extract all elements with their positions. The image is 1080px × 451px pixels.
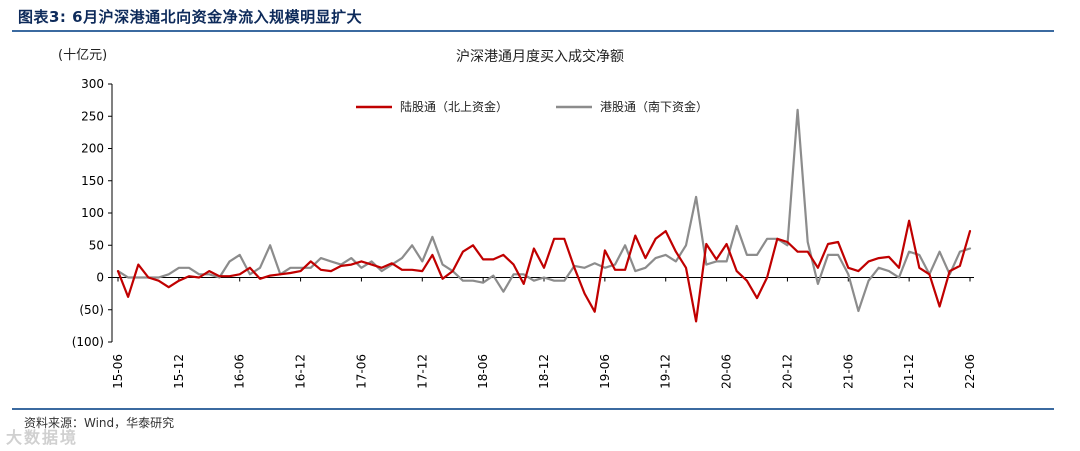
y-unit-label: (十亿元)	[58, 48, 108, 63]
y-tick-label: 200	[81, 142, 104, 156]
legend-label-north: 陆股通（北上资金）	[400, 99, 508, 114]
x-tick-label: 19-12	[659, 354, 673, 389]
x-tick-label: 15-06	[111, 354, 125, 389]
bottom-rule	[12, 408, 1054, 410]
y-tick-label: (50)	[79, 303, 104, 317]
y-tick-label: 250	[81, 109, 104, 123]
y-tick-label: 300	[81, 77, 104, 91]
x-tick-label: 20-12	[780, 354, 794, 389]
series-line-north	[116, 219, 972, 323]
x-tick-label: 20-06	[720, 354, 734, 389]
y-tick-label: (100)	[72, 335, 104, 349]
x-tick-label: 22-06	[963, 354, 977, 389]
x-tick-label: 21-12	[902, 354, 916, 389]
top-rule	[12, 30, 1054, 32]
x-tick-label: 15-12	[172, 354, 186, 389]
x-tick-label: 16-06	[233, 354, 247, 389]
y-tick-label: 100	[81, 206, 104, 220]
chart-title: 沪深港通月度买入成交净额	[456, 49, 624, 65]
x-tick-label: 16-12	[294, 354, 308, 389]
y-tick-label: 50	[89, 238, 104, 252]
figure-title: 图表3: 6月沪深港通北向资金净流入规模明显扩大	[18, 8, 363, 26]
x-tick-label: 17-06	[354, 354, 368, 389]
y-tick-label: 150	[81, 174, 104, 188]
watermark: 大数据境	[6, 428, 79, 447]
x-tick-label: 17-12	[415, 354, 429, 389]
series-line-south	[116, 108, 972, 313]
x-tick-label: 21-06	[841, 354, 855, 389]
x-tick-label: 18-12	[537, 354, 551, 389]
x-tick-label: 18-06	[476, 354, 490, 389]
x-tick-label: 19-06	[598, 354, 612, 389]
source-note: 资料来源：Wind，华泰研究	[24, 416, 175, 430]
y-tick-label: 0	[96, 271, 104, 285]
legend-label-south: 港股通（南下资金）	[600, 99, 708, 114]
